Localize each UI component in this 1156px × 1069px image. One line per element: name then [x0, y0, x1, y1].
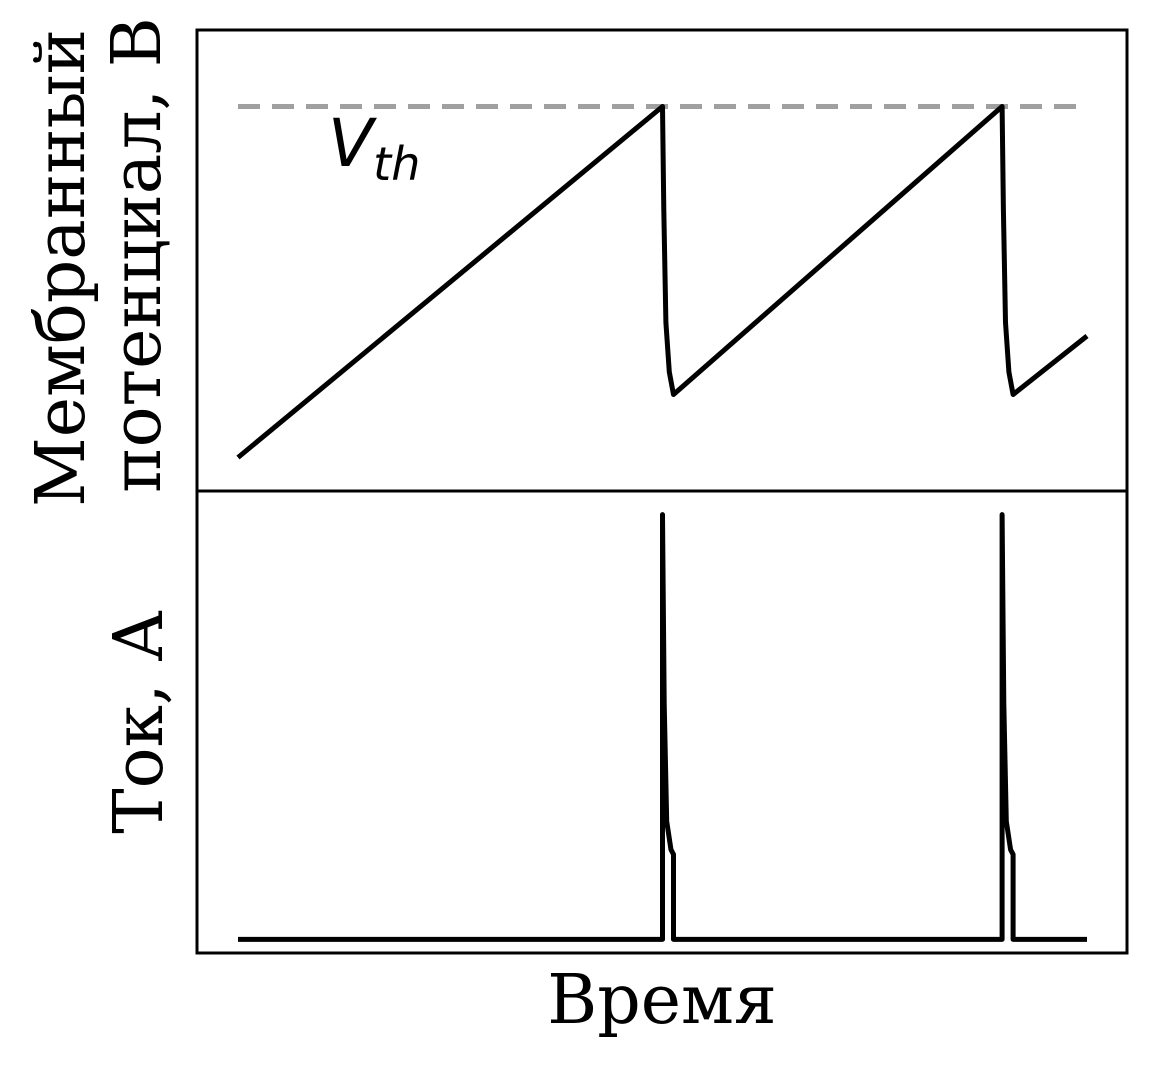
bottom-y-axis-label: Ток, А: [100, 610, 179, 834]
top-y-axis-label-line2: потенциал, В: [98, 17, 177, 492]
current-line: [238, 512, 1087, 942]
threshold-label-main: V: [328, 105, 377, 182]
bottom-panel-frame: [195, 489, 1129, 955]
membrane-potential-line: [236, 104, 1089, 460]
x-axis-label: Время: [547, 961, 777, 1040]
top-panel-frame: [195, 28, 1129, 493]
threshold-label: Vth: [328, 105, 420, 191]
threshold-label-sub: th: [373, 137, 420, 191]
top-y-axis-label-line1: Мембранный: [22, 29, 101, 507]
